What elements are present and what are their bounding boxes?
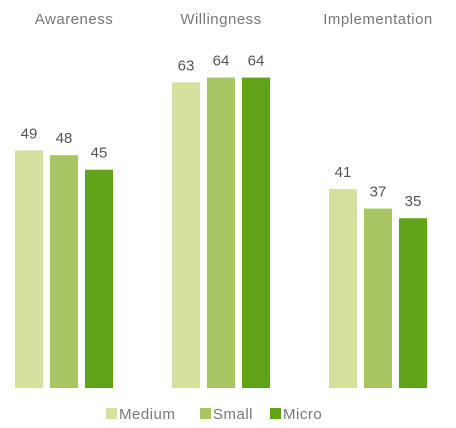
legend-label: Medium xyxy=(119,406,175,423)
data-label: 35 xyxy=(405,193,422,210)
data-label: 37 xyxy=(370,184,387,201)
data-label: 41 xyxy=(335,164,352,181)
bar xyxy=(85,169,113,388)
category-label: Implementation xyxy=(323,11,433,28)
bar xyxy=(364,208,392,388)
category-label: Willingness xyxy=(180,11,261,28)
bar xyxy=(329,189,357,388)
data-label: 48 xyxy=(56,130,73,147)
category-label: Awareness xyxy=(35,11,113,28)
legend-label: Small xyxy=(213,406,253,423)
legend-swatch xyxy=(270,408,281,419)
data-label: 45 xyxy=(91,145,108,162)
legend-label: Micro xyxy=(283,406,322,423)
bar xyxy=(50,155,78,388)
legend-swatch xyxy=(106,408,117,419)
bar xyxy=(242,77,270,388)
bar xyxy=(15,150,43,388)
bar xyxy=(172,82,200,388)
bar xyxy=(399,218,427,388)
data-label: 64 xyxy=(248,53,265,70)
legend-swatch xyxy=(200,408,211,419)
data-label: 63 xyxy=(178,57,195,74)
data-label: 49 xyxy=(21,125,38,142)
data-label: 64 xyxy=(213,53,230,70)
bar xyxy=(207,77,235,388)
